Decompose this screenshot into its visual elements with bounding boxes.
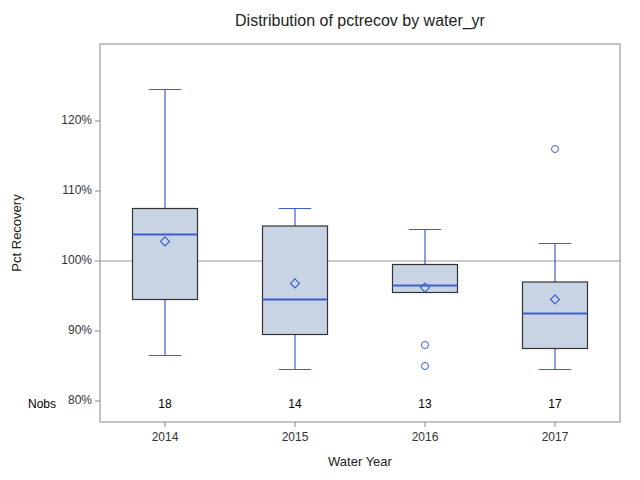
- median: [133, 233, 198, 235]
- x-tick: [555, 422, 556, 427]
- y-tick-label: 120%: [61, 113, 92, 127]
- whisker-high: [164, 90, 165, 209]
- outlier: [422, 363, 429, 370]
- box: [133, 209, 198, 300]
- box: [393, 265, 458, 293]
- y-tick: [95, 261, 100, 262]
- mean: [421, 283, 430, 292]
- nobs-label: Nobs: [28, 397, 56, 411]
- y-tick-label: 110%: [62, 183, 92, 197]
- cap-high: [409, 229, 442, 230]
- x-axis-label: Water Year: [328, 454, 393, 469]
- nobs-count: 17: [548, 397, 562, 411]
- cap-high: [539, 243, 572, 244]
- title: Distribution of pctrecov by water_yr: [235, 12, 486, 30]
- x-tick: [165, 422, 166, 427]
- y-tick-label: 90%: [68, 323, 92, 337]
- x-tick-label: 2015: [282, 430, 309, 444]
- plot-frame: [100, 44, 620, 422]
- x-tick-label: 2016: [412, 430, 439, 444]
- outlier: [422, 342, 429, 349]
- y-axis-label: Pct Recovery: [9, 194, 24, 272]
- nobs-count: 18: [158, 397, 172, 411]
- x-tick: [425, 422, 426, 427]
- cap-low: [149, 355, 182, 356]
- whisker-low: [164, 300, 165, 356]
- nobs-count: 13: [418, 397, 432, 411]
- y-tick-label: 80%: [68, 393, 92, 407]
- cap-high: [149, 89, 182, 90]
- whisker-low: [554, 349, 555, 370]
- median: [523, 313, 588, 315]
- mean: [291, 279, 300, 288]
- whisker-high: [554, 244, 555, 283]
- whisker-high: [294, 209, 295, 227]
- cap-low: [539, 369, 572, 370]
- median: [263, 299, 328, 301]
- whisker-low: [294, 335, 295, 370]
- y-tick: [95, 331, 100, 332]
- whisker-high: [424, 230, 425, 265]
- y-tick: [95, 191, 100, 192]
- box: [263, 226, 328, 335]
- cap-low: [279, 369, 312, 370]
- chart: Distribution of pctrecov by water_yr 80% 9…: [0, 0, 640, 480]
- y-tick-label: 100%: [61, 253, 92, 267]
- x-tick-label: 2017: [542, 430, 569, 444]
- cap-high: [279, 208, 312, 209]
- y-tick: [95, 121, 100, 122]
- nobs-count: 14: [288, 397, 302, 411]
- x-tick-label: 2014: [152, 430, 179, 444]
- mean: [551, 295, 560, 304]
- outlier: [552, 146, 559, 153]
- plot-area: [100, 90, 620, 370]
- x-tick: [295, 422, 296, 427]
- box: [523, 282, 588, 349]
- median: [393, 285, 458, 287]
- mean: [161, 237, 170, 246]
- y-tick: [95, 401, 100, 402]
